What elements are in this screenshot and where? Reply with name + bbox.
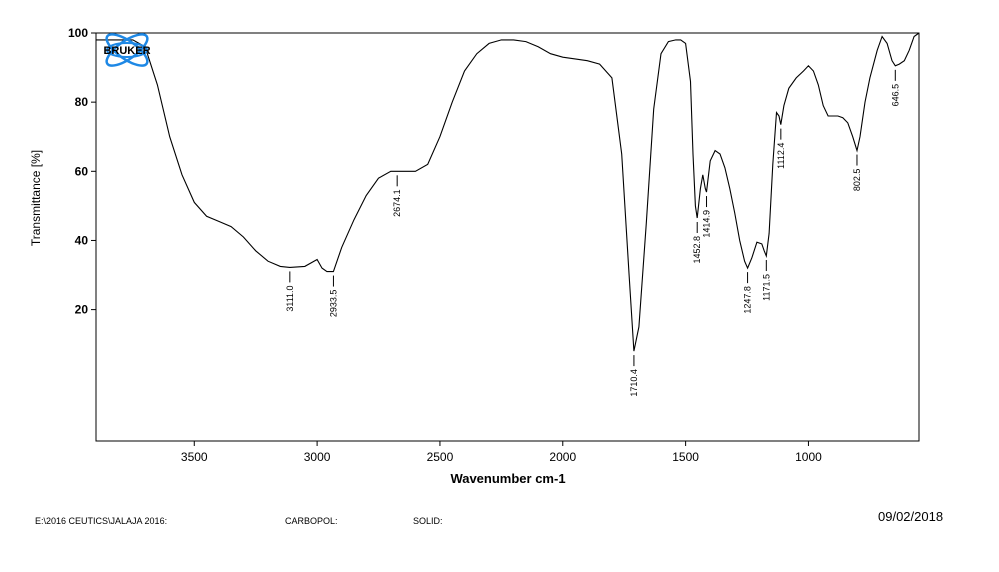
y-tick-label: 100 — [68, 26, 88, 40]
plot-axes — [95, 32, 920, 442]
footer-sample-name: CARBOPOL: — [285, 516, 338, 526]
logo-orbit-3 — [106, 42, 148, 58]
y-axis-label: Transmittance [%] — [29, 150, 43, 246]
x-tick-label: 1000 — [795, 450, 822, 464]
y-tick-label: 60 — [75, 164, 89, 178]
y-tick-label: 80 — [75, 95, 89, 109]
x-tick-label: 2500 — [427, 450, 454, 464]
y-tick-label: 20 — [75, 303, 89, 317]
plot-frame — [95, 32, 920, 442]
peak-label: 646.5 — [890, 84, 900, 107]
peak-label: 2674.1 — [392, 189, 402, 217]
x-tick-label: 3500 — [181, 450, 208, 464]
x-tick-label: 3000 — [304, 450, 331, 464]
y-tick-label: 40 — [75, 233, 89, 247]
series-line — [96, 32, 920, 352]
peak-label: 1414.9 — [702, 210, 712, 238]
peak-label: 802.5 — [852, 169, 862, 192]
x-axis-label: Wavenumber cm-1 — [450, 471, 565, 486]
footer-date: 09/02/2018 — [878, 509, 944, 524]
x-tick-label: 2000 — [549, 450, 576, 464]
x-axis-ticks: 3500 3000 2500 2000 1500 1000 — [181, 441, 822, 464]
peak-label: 1452.8 — [692, 236, 702, 264]
peak-label: 2933.5 — [328, 290, 338, 318]
logo-text: BRUKER — [103, 45, 150, 57]
footer-sample-state: SOLID: — [413, 516, 443, 526]
x-tick-label: 1500 — [672, 450, 699, 464]
peak-label: 3111.0 — [285, 285, 295, 311]
y-axis-ticks: 20 40 60 80 100 — [68, 26, 96, 317]
footer-file-path: E:\2016 CEUTICS\JALAJA 2016: — [35, 516, 168, 526]
peak-label: 1710.4 — [629, 369, 639, 397]
peak-label: 1112.4 — [776, 143, 786, 169]
bruker-logo: BRUKER — [103, 33, 151, 67]
peak-label: 1247.8 — [743, 286, 753, 314]
peak-label: 1171.5 — [761, 274, 771, 301]
